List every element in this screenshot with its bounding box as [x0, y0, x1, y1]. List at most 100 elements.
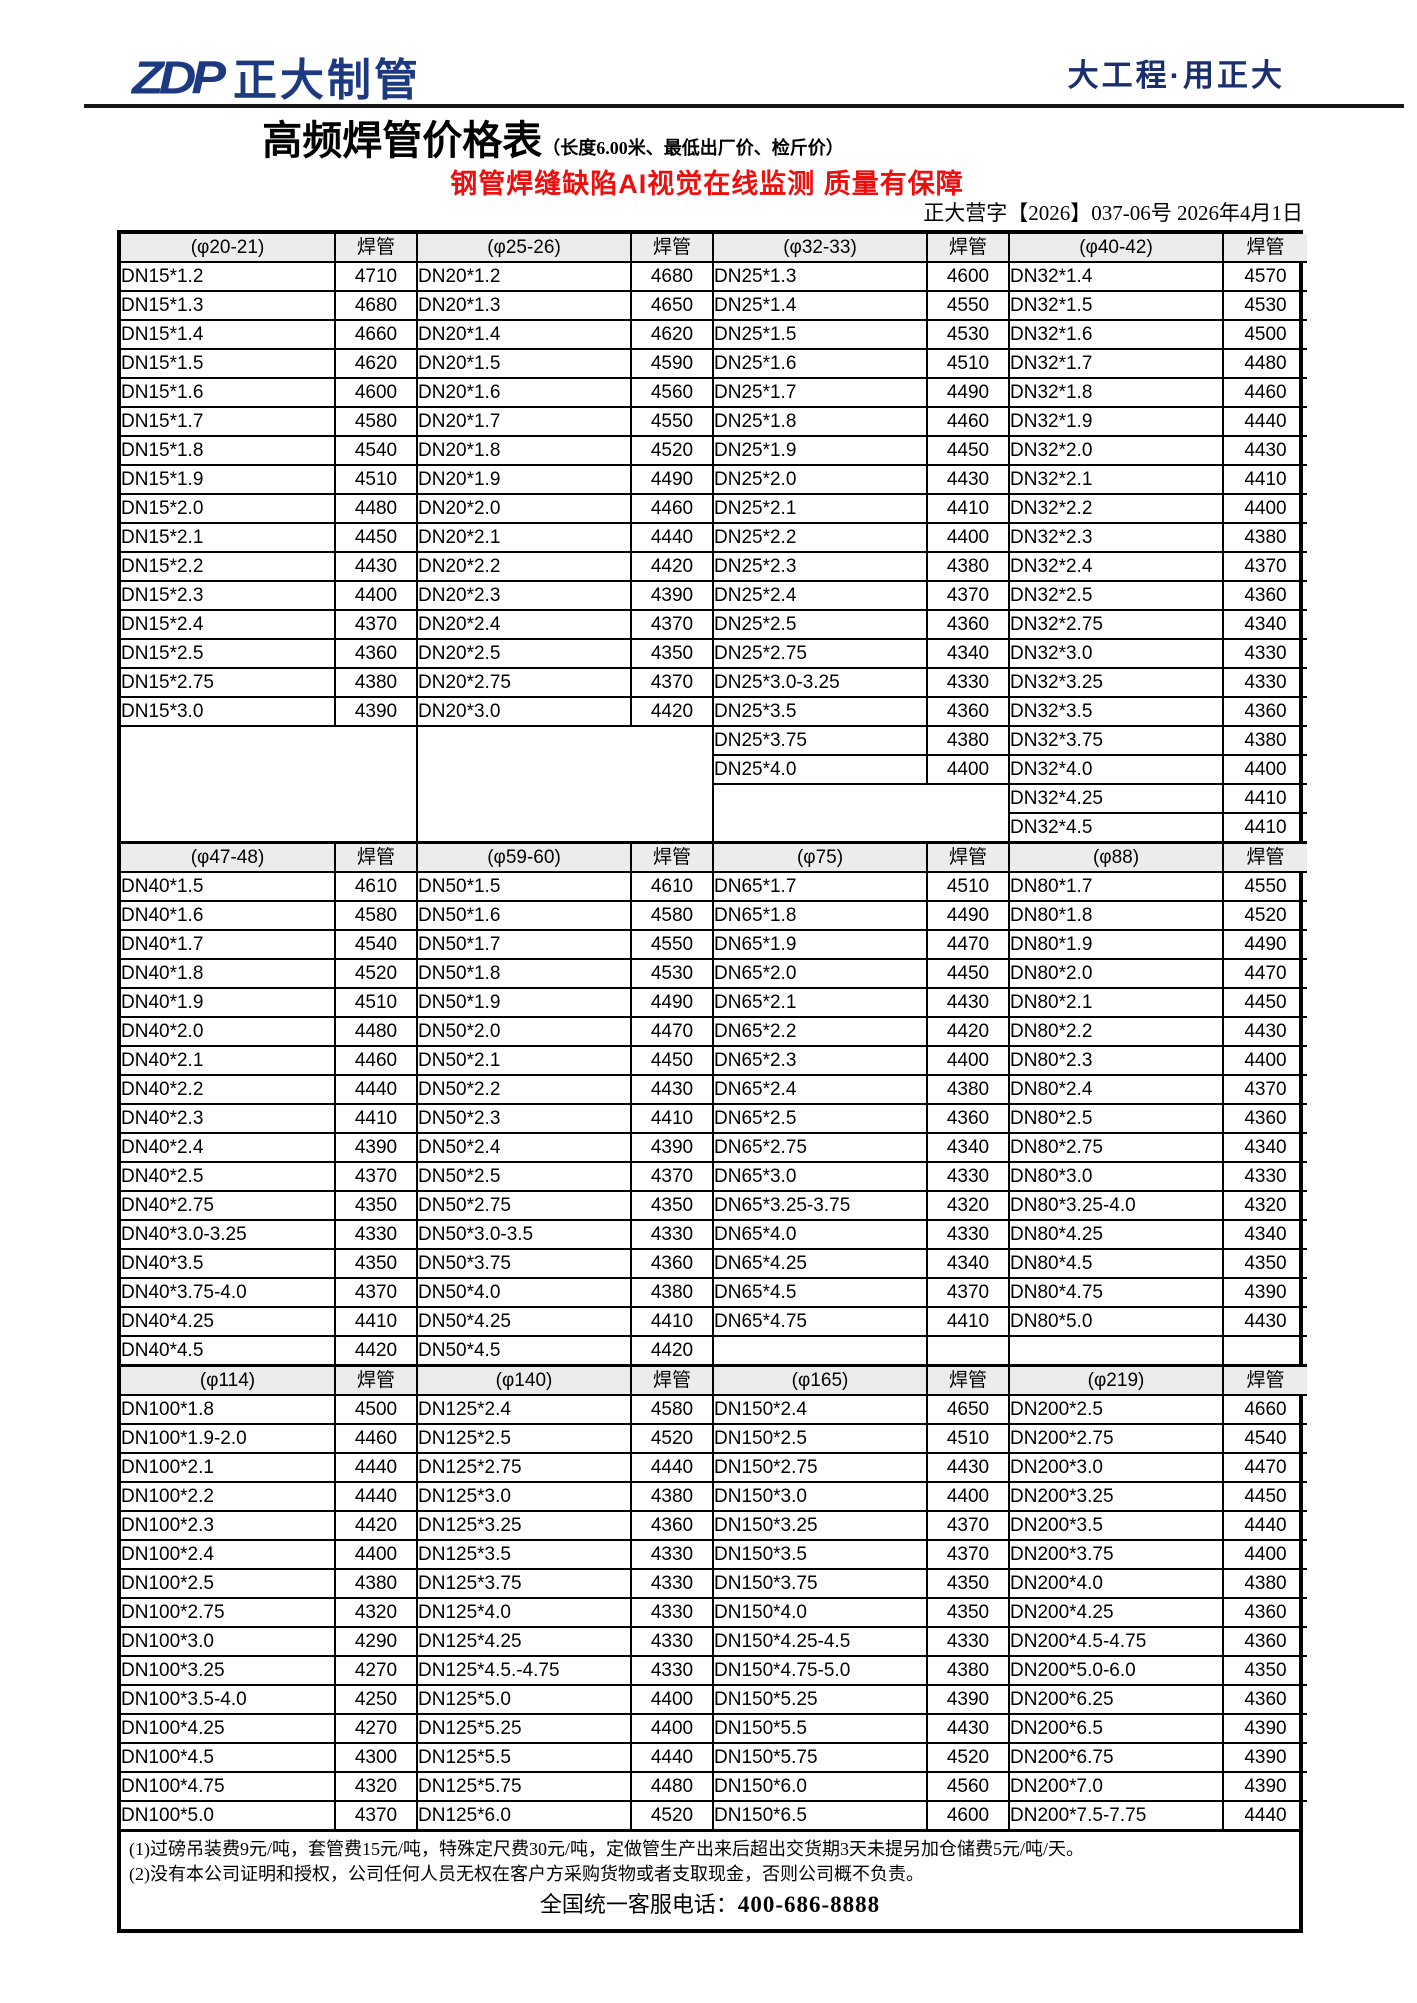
price-cell: 4390	[334, 696, 418, 727]
spec-cell: DN65*2.0	[712, 958, 928, 989]
price-cell: 4410	[1222, 783, 1308, 814]
spec-cell: DN32*4.25	[1008, 783, 1224, 814]
table-row: DN15*2.1 4450 DN20*2.1 4440 DN25*2.2 4400 DN32…	[120, 522, 1308, 553]
price-cell: 4460	[926, 406, 1010, 437]
price-cell: 4330	[926, 667, 1010, 698]
spec-cell: DN15*1.5	[120, 348, 336, 379]
price-cell: 4350	[926, 1568, 1010, 1599]
price-cell: 4340	[926, 1132, 1010, 1163]
price-cell: 4450	[926, 435, 1010, 466]
zdp-logo-mark: ZDP	[132, 51, 226, 105]
price-cell: 4430	[1222, 1016, 1308, 1047]
table-row: DN40*2.4 4390 DN50*2.4 4390 DN65*2.75 4340 DN8…	[120, 1132, 1308, 1163]
price-cell: 4420	[630, 1335, 714, 1367]
price-cell: 4380	[630, 1481, 714, 1512]
price-cell: 4440	[1222, 1510, 1308, 1541]
price-cell: 4330	[926, 1161, 1010, 1192]
table-row: DN100*4.25 4270 DN125*5.25 4400 DN150*5.5 443…	[120, 1713, 1308, 1744]
price-cell: 4350	[630, 638, 714, 669]
spec-cell: DN25*2.0	[712, 464, 928, 495]
price-cell: 4400	[926, 1481, 1010, 1512]
price-cell: 4250	[334, 1684, 418, 1715]
price-cell: 4400	[926, 754, 1010, 785]
spec-cell: DN150*4.25-4.5	[712, 1626, 928, 1657]
spec-cell: DN125*3.5	[416, 1539, 632, 1570]
spec-cell: DN125*3.75	[416, 1568, 632, 1599]
price-cell: 4440	[334, 1481, 418, 1512]
price-cell: 4410	[334, 1103, 418, 1134]
spec-cell: DN32*2.75	[1008, 609, 1224, 640]
table-row: DN15*3.0 4390 DN20*3.0 4420 DN25*3.5 4360 DN32…	[120, 696, 1308, 727]
spec-cell: DN200*6.5	[1008, 1713, 1224, 1744]
price-cell: 4360	[1222, 696, 1308, 727]
spec-cell: DN150*4.75-5.0	[712, 1655, 928, 1686]
price-cell: 4410	[1222, 812, 1308, 844]
spec-cell: DN65*4.0	[712, 1219, 928, 1250]
price-cell: 4430	[926, 987, 1010, 1018]
price-cell: 4430	[926, 1452, 1010, 1483]
spec-cell: DN15*2.2	[120, 551, 336, 582]
table-row: DN25*4.0 4400 DN32*4.0 4400	[121, 754, 1308, 785]
spec-cell: DN25*1.8	[712, 406, 928, 437]
spec-cell: DN80*1.8	[1008, 900, 1224, 931]
price-cell: 4320	[1222, 1190, 1308, 1221]
price-cell: 4370	[334, 609, 418, 640]
price-cell: 4460	[334, 1045, 418, 1076]
spec-cell: DN125*4.25	[416, 1626, 632, 1657]
spec-cell: DN100*2.1	[120, 1452, 336, 1483]
price-header-cell: 焊管	[630, 841, 714, 873]
price-cell: 4510	[334, 987, 418, 1018]
price-header-cell: 焊管	[630, 1364, 714, 1396]
price-cell: 4330	[630, 1626, 714, 1657]
price-sheet: (φ20-21) 焊管 (φ25-26) 焊管 (φ32-33) 焊管 (φ40-42) 焊管…	[117, 230, 1308, 1933]
price-cell: 4490	[1222, 929, 1308, 960]
price-cell: 4330	[334, 1219, 418, 1250]
spec-cell: DN40*2.4	[120, 1132, 336, 1163]
spec-cell: DN100*4.75	[120, 1771, 336, 1802]
spec-cell: DN65*3.25-3.75	[712, 1190, 928, 1221]
table-row: DN40*2.0 4480 DN50*2.0 4470 DN65*2.2 4420 DN80…	[120, 1016, 1308, 1047]
spec-cell: DN50*3.75	[416, 1248, 632, 1279]
spec-cell: DN20*1.9	[416, 464, 632, 495]
price-header-cell: 焊管	[334, 233, 418, 263]
spec-cell: DN80*3.25-4.0	[1008, 1190, 1224, 1221]
price-cell: 4370	[926, 1539, 1010, 1570]
price-cell: 4620	[630, 319, 714, 350]
company-slogan: 大工程·用正大	[1067, 58, 1285, 93]
price-cell: 4390	[1222, 1742, 1308, 1773]
spec-cell: DN20*1.3	[416, 290, 632, 321]
spec-cell: DN50*1.6	[416, 900, 632, 931]
section-header-row: (φ114) 焊管 (φ140) 焊管 (φ165) 焊管 (φ219) 焊管	[120, 1364, 1308, 1396]
spec-cell: DN80*4.75	[1008, 1277, 1224, 1308]
spec-cell: DN50*4.0	[416, 1277, 632, 1308]
spec-cell: DN20*2.75	[416, 667, 632, 698]
price-header-cell: 焊管	[334, 841, 418, 873]
spec-cell: DN25*1.6	[712, 348, 928, 379]
price-cell: 4440	[334, 1452, 418, 1483]
price-cell: 4350	[1222, 1655, 1308, 1686]
spec-cell: DN40*3.75-4.0	[120, 1277, 336, 1308]
spec-cell: DN125*5.5	[416, 1742, 632, 1773]
spec-cell: DN80*4.5	[1008, 1248, 1224, 1279]
spec-cell: DN50*1.5	[416, 871, 632, 902]
table-row: DN15*1.8 4540 DN20*1.8 4520 DN25*1.9 4450 DN32…	[120, 435, 1308, 466]
spec-cell: DN50*2.4	[416, 1132, 632, 1163]
note-line-1: (1)过磅吊装费9元/吨，套管费15元/吨，特殊定尺费30元/吨，定做管生产出来…	[129, 1839, 1084, 1859]
empty-spec-cell	[712, 1335, 928, 1367]
price-cell: 4330	[1222, 638, 1308, 669]
price-cell: 4460	[1222, 377, 1308, 408]
table-row: DN100*4.75 4320 DN125*5.75 4480 DN150*6.0 456…	[120, 1771, 1308, 1802]
table-row: DN40*1.9 4510 DN50*1.9 4490 DN65*2.1 4430 DN80…	[120, 987, 1308, 1018]
spec-cell: DN150*4.0	[712, 1597, 928, 1628]
table-row: DN100*3.0 4290 DN125*4.25 4330 DN150*4.25-4.…	[120, 1626, 1308, 1657]
table-row: DN100*4.5 4300 DN125*5.5 4440 DN150*5.75 4520…	[120, 1742, 1308, 1773]
price-cell: 4410	[926, 493, 1010, 524]
spec-cell: DN150*2.4	[712, 1394, 928, 1425]
price-cell: 4480	[334, 1016, 418, 1047]
spec-cell: DN80*2.4	[1008, 1074, 1224, 1105]
spec-cell: DN100*2.2	[120, 1481, 336, 1512]
price-cell: 4370	[630, 609, 714, 640]
table-row: DN100*2.2 4440 DN125*3.0 4380 DN150*3.0 4400 D…	[120, 1481, 1308, 1512]
spec-cell: DN32*2.4	[1008, 551, 1224, 582]
spec-cell: DN25*1.5	[712, 319, 928, 350]
